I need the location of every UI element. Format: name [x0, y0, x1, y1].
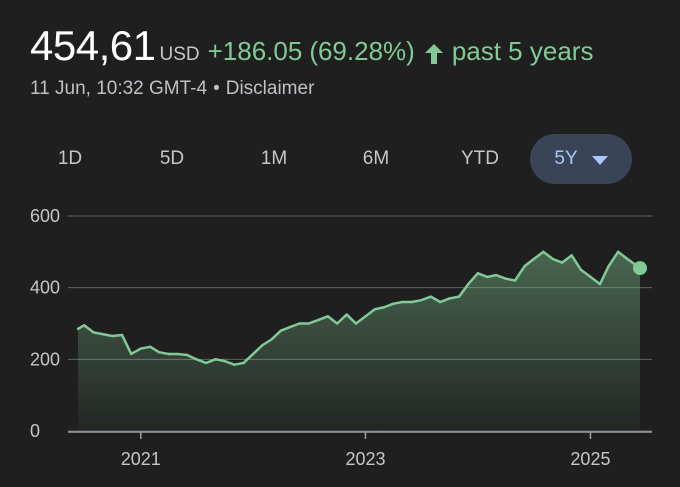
price-line-segment [523, 257, 536, 268]
price-line-segment [542, 250, 555, 261]
y-tick-label: 200 [30, 349, 60, 369]
price-line-segment [382, 302, 395, 309]
price-line-segment [288, 322, 301, 329]
price-line-segment [589, 275, 602, 286]
tab-6m[interactable]: 6M [362, 148, 390, 169]
price-line-segment [551, 257, 564, 264]
currency-label: USD [159, 44, 200, 65]
price-line-segment [270, 329, 283, 341]
price-line-segment [214, 358, 227, 363]
price-line-segment [101, 333, 114, 338]
price-line-segment [186, 353, 198, 361]
change-percent: (69.28%) [309, 36, 415, 66]
price-line-segment [251, 343, 264, 356]
price-line-segment [504, 277, 517, 282]
y-axis-ticks: 0 200 400 600 [30, 206, 60, 441]
price-line-segment [560, 254, 573, 264]
price-change: +186.05 (69.28%) past 5 years [208, 36, 594, 67]
price-line-segment [157, 350, 170, 356]
price-line-segment [410, 298, 423, 304]
current-price-point [633, 261, 647, 276]
price-line-segment [419, 295, 432, 302]
price-line-segment [570, 254, 583, 271]
price-line-segment [176, 352, 189, 357]
price-line-segment [616, 250, 629, 261]
price-line-segment [307, 318, 320, 325]
tab-5d[interactable]: 5D [159, 148, 185, 169]
price-line [76, 250, 642, 366]
y-tick-label: 400 [30, 278, 60, 298]
price-line-segment [513, 264, 526, 282]
price-line-segment [607, 250, 620, 268]
price-line-segment [598, 264, 610, 286]
disclaimer-link[interactable]: Disclaimer [225, 78, 315, 99]
price-line-segment [335, 313, 348, 325]
x-tick-label: 2025 [570, 449, 610, 469]
price-line-segment [129, 347, 143, 356]
price-line-segment [317, 315, 330, 322]
price-line-segment [373, 306, 385, 311]
tab-1d[interactable]: 1D [57, 148, 83, 169]
quote-timestamp: 11 Jun, 10:32 GMT-4 [30, 78, 208, 99]
tab-ytd[interactable]: YTD [461, 148, 499, 169]
price-line-segment [139, 345, 152, 350]
change-value: +186.05 [207, 36, 303, 66]
price-line-segment [495, 273, 508, 280]
price-line-segment [326, 315, 339, 325]
arrow-up-icon [424, 43, 443, 64]
price-area-fill [78, 251, 640, 431]
x-tick-label: 2021 [121, 449, 161, 469]
range-tabs: 1D 5D 1M 6M YTD 5Y [0, 134, 680, 184]
price-line-segment [391, 300, 404, 306]
price-line-segment [364, 307, 377, 318]
price-line-segment [486, 273, 498, 279]
price-line-segment [439, 297, 451, 304]
price-line-segment [261, 338, 273, 347]
y-tick-label: 600 [30, 206, 60, 226]
price-line-segment [120, 333, 133, 356]
price-line-segment [242, 352, 255, 365]
tab-1m[interactable]: 1M [260, 148, 288, 169]
price-line-segment [223, 359, 236, 366]
tab-5y[interactable]: 5Y [530, 134, 632, 184]
price-line-segment [457, 282, 470, 298]
y-tick-label: 0 [30, 421, 40, 441]
chevron-down-icon [591, 155, 608, 165]
price-line-segment [111, 333, 124, 338]
price-line-segment [448, 295, 461, 300]
price-line-segment [195, 358, 208, 365]
price-line-segment [429, 295, 442, 304]
price-line-segment [532, 250, 545, 261]
price-line-segment [345, 313, 358, 325]
price-line-segment [279, 325, 292, 332]
x-axis-ticks: 2021 2023 2025 [68, 431, 652, 469]
price-line-segment [476, 272, 489, 279]
x-tick-label: 2023 [345, 449, 385, 469]
price-line-segment [579, 268, 592, 279]
quote-header: 454,61 USD +186.05 (69.28%) past 5 years [30, 22, 593, 70]
price-line-segment [92, 331, 105, 336]
current-price: 454,61 [30, 22, 156, 69]
price-line-segment [82, 324, 95, 334]
change-period: past 5 years [451, 36, 594, 66]
price-line-segment [204, 358, 217, 365]
separator-dot: • [213, 78, 220, 99]
price-line-segment [233, 361, 245, 366]
price-chart[interactable]: 0 200 400 600 2021 2023 2025 [0, 200, 680, 487]
price-line-segment [149, 345, 161, 354]
tab-5y-label: 5Y [554, 148, 578, 169]
quote-subline: 11 Jun, 10:32 GMT-4 • Disclaimer [30, 78, 314, 100]
price-line-segment [467, 272, 480, 286]
price-line-segment [354, 315, 367, 325]
